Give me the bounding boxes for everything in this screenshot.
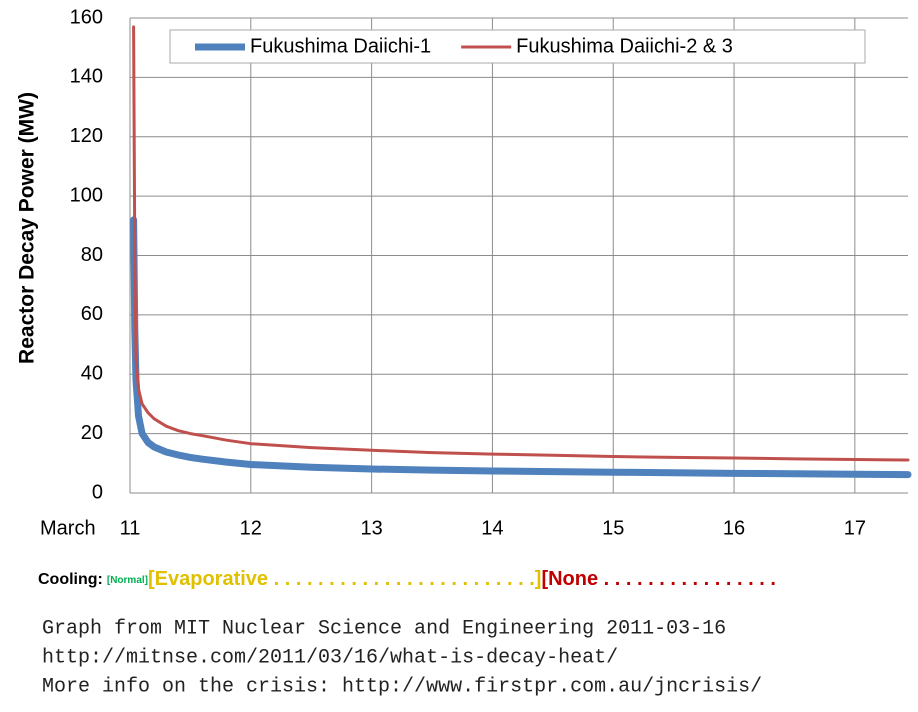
- y-tick-label: 80: [81, 244, 103, 266]
- cooling-phase: [Evaporative . . . . . . . . . . . . . .…: [148, 568, 541, 590]
- cooling-label: Cooling:: [38, 571, 103, 588]
- y-tick-label: 60: [81, 303, 103, 325]
- x-tick-label: 17: [844, 517, 866, 539]
- x-tick-label: 16: [723, 517, 745, 539]
- cooling-phase: [Normal]: [107, 575, 148, 586]
- y-tick-label: 140: [70, 66, 103, 88]
- source-line: More info on the crisis: http://www.firs…: [42, 675, 762, 698]
- y-tick-label: 0: [92, 481, 103, 503]
- legend-box: [169, 29, 866, 64]
- x-tick-label: 11: [120, 517, 141, 539]
- data-line: [130, 216, 912, 479]
- x-tick-label: 14: [481, 517, 503, 539]
- y-tick-label: 100: [70, 184, 103, 206]
- data-line: [132, 25, 910, 462]
- y-tick-label: 20: [81, 422, 103, 444]
- x-axis-label: March: [40, 517, 96, 539]
- y-tick-label: 40: [81, 363, 103, 385]
- source-line: Graph from MIT Nuclear Science and Engin…: [42, 617, 726, 640]
- y-tick-label: 120: [70, 125, 103, 147]
- y-axis-label: Reactor Decay Power (MW): [16, 92, 39, 364]
- legend-label: Fukushima Daiichi-2 & 3: [516, 35, 733, 57]
- legend-label: Fukushima Daiichi-1: [250, 35, 431, 57]
- x-tick-label: 13: [360, 517, 382, 539]
- x-tick-label: 12: [240, 517, 262, 539]
- y-tick-label: 160: [70, 6, 103, 28]
- x-tick-label: 15: [602, 517, 624, 539]
- cooling-phase: [None . . . . . . . . . . . . . . . .: [541, 568, 775, 590]
- cooling-annotation: Cooling: [Normal][Evaporative . . . . . .…: [38, 568, 776, 590]
- source-line: http://mitnse.com/2011/03/16/what-is-dec…: [42, 646, 618, 669]
